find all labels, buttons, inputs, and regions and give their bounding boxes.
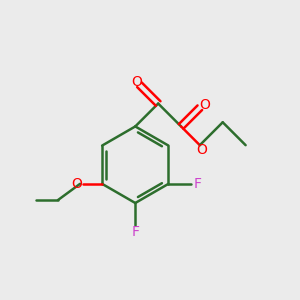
Text: F: F (194, 177, 202, 191)
Text: O: O (199, 98, 210, 112)
Text: O: O (131, 75, 142, 89)
Text: O: O (196, 142, 207, 157)
Text: F: F (131, 225, 139, 239)
Text: O: O (72, 177, 83, 191)
